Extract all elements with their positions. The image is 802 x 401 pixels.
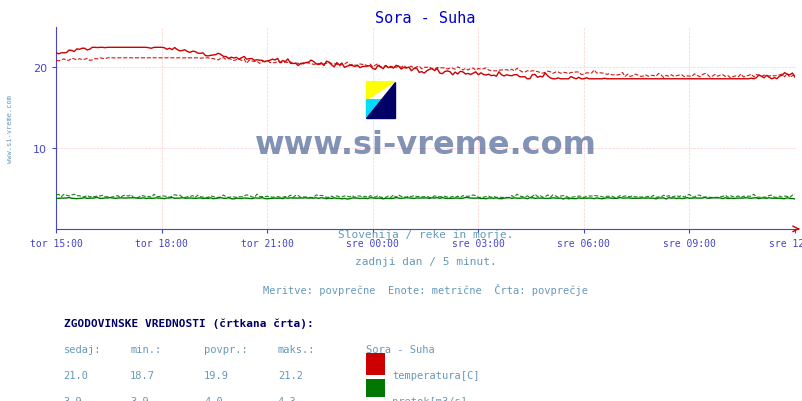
Text: Sora - Suha: Sora - Suha: [366, 344, 435, 354]
Text: 4.0: 4.0: [204, 396, 222, 401]
Text: ZGODOVINSKE VREDNOSTI (črtkana črta):: ZGODOVINSKE VREDNOSTI (črtkana črta):: [63, 318, 313, 329]
Text: temperatura[C]: temperatura[C]: [392, 370, 480, 380]
Polygon shape: [366, 82, 394, 101]
Bar: [366, 353, 384, 375]
Text: 19.9: 19.9: [204, 370, 229, 380]
Text: 3.9: 3.9: [63, 396, 83, 401]
Text: Slovenija / reke in morje.: Slovenija / reke in morje.: [338, 229, 512, 239]
Text: sedaj:: sedaj:: [63, 344, 101, 354]
Text: 4.3: 4.3: [277, 396, 296, 401]
Text: 3.9: 3.9: [130, 396, 148, 401]
Text: www.si-vreme.com: www.si-vreme.com: [6, 94, 13, 162]
Polygon shape: [366, 101, 394, 119]
Text: pretok[m3/s]: pretok[m3/s]: [392, 396, 467, 401]
Text: min.:: min.:: [130, 344, 161, 354]
Text: povpr.:: povpr.:: [204, 344, 247, 354]
Text: Meritve: povprečne  Enote: metrične  Črta: povprečje: Meritve: povprečne Enote: metrične Črta:…: [263, 283, 587, 295]
Text: maks.:: maks.:: [277, 344, 315, 354]
Polygon shape: [366, 82, 394, 119]
Bar: [366, 379, 384, 401]
Title: Sora - Suha: Sora - Suha: [375, 10, 475, 26]
Text: www.si-vreme.com: www.si-vreme.com: [254, 129, 596, 160]
Text: 21.2: 21.2: [277, 370, 302, 380]
Text: 21.0: 21.0: [63, 370, 88, 380]
Text: 18.7: 18.7: [130, 370, 155, 380]
Text: zadnji dan / 5 minut.: zadnji dan / 5 minut.: [354, 256, 496, 266]
